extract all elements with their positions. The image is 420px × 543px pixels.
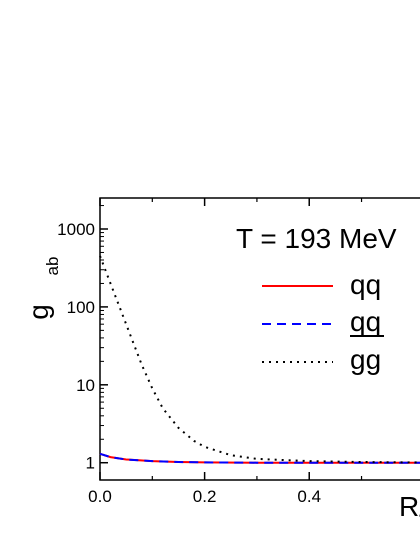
series-layer: [99, 255, 420, 464]
y-tick-label: 100: [67, 298, 95, 317]
x-axis-label: R/σ: [399, 491, 420, 522]
annotation-temperature: T = 193 MeV: [236, 223, 397, 254]
y-axis-label: g: [23, 304, 54, 320]
y-axis-label-sub: ab: [43, 257, 62, 276]
ticks-layer: 0.0 0.2 0.4 1 10 100 1000: [57, 198, 363, 506]
legend-label-gg: gg: [350, 344, 381, 375]
x-tick-label: 0.4: [297, 487, 321, 506]
x-tick-label: 0.2: [193, 487, 217, 506]
y-tick-label: 10: [76, 376, 95, 395]
y-axis-label-sub-group: ab: [43, 257, 62, 276]
y-tick-label: 1: [86, 454, 95, 473]
legend-label-qq: qq: [350, 269, 381, 300]
y-tick-label: 1000: [57, 220, 95, 239]
series-line-1: [99, 452, 420, 464]
plot-frame: [99, 197, 420, 481]
legend-label-qq-bar: qq: [350, 306, 381, 337]
x-tick-label: 0.0: [88, 487, 112, 506]
legend: qq qq gg: [262, 269, 384, 375]
y-axis-label-main: g: [23, 304, 54, 320]
